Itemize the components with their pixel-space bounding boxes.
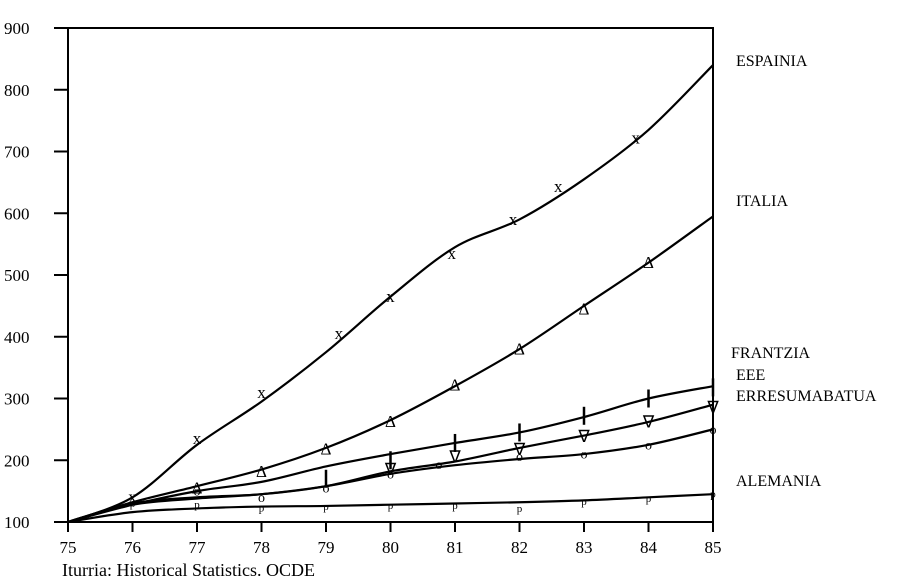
marker-alemania-2: o xyxy=(323,482,330,497)
marker-erresumabatua-3: ∇ xyxy=(577,427,590,446)
marker-espainia-4: x xyxy=(386,287,395,306)
marker-series-6-2: p xyxy=(259,502,265,514)
marker-series-6-9: p xyxy=(710,489,716,501)
marker-espainia-7: x xyxy=(554,177,563,196)
series-label-espainia: ESPAINIA xyxy=(736,53,808,70)
series-line-alemania xyxy=(67,428,714,524)
y-axis-ticks: 100 200 300 400 500 600 700 800 900 xyxy=(4,14,68,536)
series-line-espainia xyxy=(67,64,714,524)
x-tick-label-77: 77 xyxy=(189,538,207,557)
series-label-frantzia: FRANTZIA xyxy=(731,345,811,362)
x-tick-label-82: 82 xyxy=(511,538,528,557)
y-tick-label-800: 800 xyxy=(4,81,30,100)
y-tick-label-100: 100 xyxy=(4,513,30,532)
y-tick-label-200: 200 xyxy=(4,451,30,470)
x-tick-label-76: 76 xyxy=(124,538,141,557)
marker-series-6-4: p xyxy=(388,500,394,512)
marker-espainia-6: x xyxy=(509,210,518,229)
x-tick-label-80: 80 xyxy=(382,538,399,557)
marker-espainia-1: x xyxy=(193,429,202,448)
marker-erresumabatua-1: ∇ xyxy=(448,448,461,467)
series-lines xyxy=(67,64,714,524)
plot-frame xyxy=(67,27,714,523)
marker-erresumabatua-2: ∇ xyxy=(513,440,526,459)
y-tick-label-700: 700 xyxy=(4,143,30,162)
x-tick-label-81: 81 xyxy=(447,538,464,557)
y-tick-label-600: 600 xyxy=(4,204,30,223)
x-tick-label-79: 79 xyxy=(318,538,335,557)
marker-alemania-1: o xyxy=(258,491,265,506)
x-tick-label-75: 75 xyxy=(60,538,77,557)
marker-series-6-5: p xyxy=(452,500,458,512)
series-line-italia xyxy=(67,215,714,524)
marker-erresumabatua-0: ∇ xyxy=(384,460,397,479)
marker-alemania-5: o xyxy=(516,450,523,465)
marker-espainia-0: x xyxy=(128,488,137,507)
x-tick-label-83: 83 xyxy=(576,538,593,557)
marker-italia-0: Δ xyxy=(192,478,203,497)
y-tick-label-400: 400 xyxy=(4,328,30,347)
y-tick-label-300: 300 xyxy=(4,390,30,409)
marker-series-6-6: p xyxy=(517,503,523,515)
marker-alemania-0: o xyxy=(194,485,201,500)
series-label-alemania: ALEMANIA xyxy=(736,473,822,490)
source-note: Iturria: Historical Statistics. OCDE xyxy=(62,560,315,580)
marker-alemania-3: o xyxy=(387,467,394,482)
series-labels: ESPAINIA ITALIA FRANTZIA EEE ERRESUMABATUA AL… xyxy=(731,53,877,490)
marker-alemania-7: o xyxy=(645,438,652,453)
marker-espainia-2: x xyxy=(257,383,266,402)
x-axis-ticks: 75 76 77 78 79 80 81 82 83 84 85 xyxy=(60,522,722,557)
marker-italia-3: Δ xyxy=(385,412,396,431)
marker-italia-5: Δ xyxy=(514,340,525,359)
series-label-eee: EEE xyxy=(736,367,765,384)
marker-series-6-0: p xyxy=(130,498,136,510)
marker-italia-6: Δ xyxy=(579,299,590,318)
marker-erresumabatua-4: ∇ xyxy=(642,412,655,431)
x-tick-label-78: 78 xyxy=(253,538,270,557)
series-line-series-6 xyxy=(67,493,714,524)
series-label-italia: ITALIA xyxy=(736,193,788,210)
marker-series-6-3: p xyxy=(323,501,329,513)
marker-italia-4: Δ xyxy=(450,375,461,394)
marker-espainia-3: x xyxy=(335,324,344,343)
marker-alemania-4: o xyxy=(435,458,442,473)
marker-alemania-6: o xyxy=(581,448,588,463)
series-label-erresumabatua: ERRESUMABATUA xyxy=(736,388,877,405)
marker-alemania-8: o xyxy=(710,423,717,438)
y-tick-label-900: 900 xyxy=(4,19,30,38)
marker-series-6-1: p xyxy=(194,499,200,511)
marker-italia-2: Δ xyxy=(321,440,332,459)
y-tick-label-500: 500 xyxy=(4,266,30,285)
marker-erresumabatua-5: ∇ xyxy=(706,398,719,417)
x-tick-label-84: 84 xyxy=(640,538,658,557)
marker-espainia-8: x xyxy=(631,128,640,147)
x-tick-label-85: 85 xyxy=(705,538,722,557)
label-clip xyxy=(38,14,52,536)
marker-italia-7: Δ xyxy=(643,253,654,272)
series-line-erresumabatua xyxy=(67,403,714,524)
marker-series-6-8: p xyxy=(646,493,652,505)
marker-espainia-5: x xyxy=(448,244,457,263)
marker-italia-1: Δ xyxy=(256,462,267,481)
marker-series-6-7: p xyxy=(581,496,587,508)
